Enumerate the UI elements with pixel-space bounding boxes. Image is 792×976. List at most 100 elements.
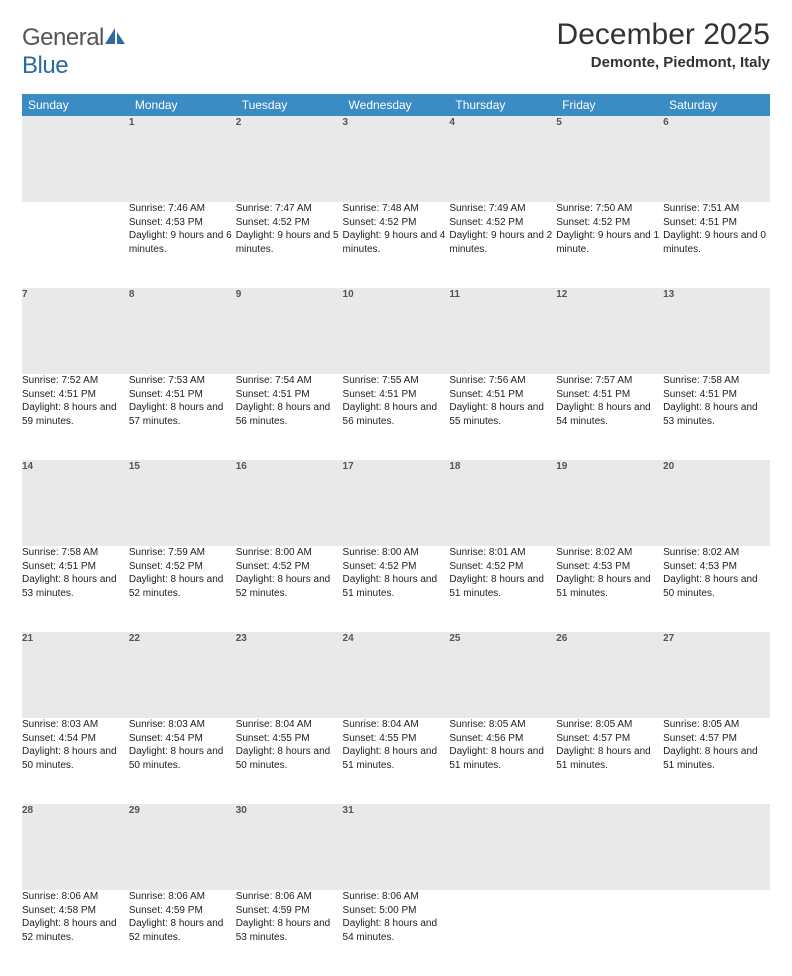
day-number-cell: 8 (129, 288, 236, 374)
week-3-daynum-row: 21222324252627 (22, 632, 770, 718)
sunset-line: Sunset: 4:52 PM (449, 560, 556, 574)
daylight-line: Daylight: 9 hours and 2 minutes. (449, 229, 556, 256)
day-number-cell: 17 (343, 460, 450, 546)
daylight-line: Daylight: 8 hours and 51 minutes. (449, 573, 556, 600)
daylight-line: Daylight: 8 hours and 50 minutes. (663, 573, 770, 600)
daylight-line: Daylight: 9 hours and 6 minutes. (129, 229, 236, 256)
day-number-cell (556, 804, 663, 890)
sunset-line: Sunset: 4:53 PM (663, 560, 770, 574)
sunset-line: Sunset: 4:55 PM (343, 732, 450, 746)
logo-text: GeneralBlue (22, 24, 126, 80)
sunset-line: Sunset: 4:59 PM (236, 904, 343, 918)
day-content-cell: Sunrise: 7:47 AMSunset: 4:52 PMDaylight:… (236, 202, 343, 288)
calendar-table: SundayMondayTuesdayWednesdayThursdayFrid… (22, 94, 770, 976)
day-content-cell (449, 890, 556, 976)
sunset-line: Sunset: 4:54 PM (22, 732, 129, 746)
day-number-cell: 15 (129, 460, 236, 546)
sunset-line: Sunset: 4:51 PM (129, 388, 236, 402)
sunset-line: Sunset: 4:51 PM (22, 388, 129, 402)
sunrise-line: Sunrise: 8:06 AM (236, 890, 343, 904)
day-content-cell: Sunrise: 7:50 AMSunset: 4:52 PMDaylight:… (556, 202, 663, 288)
logo-sail-icon (104, 24, 126, 52)
daylight-line: Daylight: 8 hours and 59 minutes. (22, 401, 129, 428)
day-number-cell: 23 (236, 632, 343, 718)
day-content-cell: Sunrise: 7:48 AMSunset: 4:52 PMDaylight:… (343, 202, 450, 288)
day-content-cell: Sunrise: 7:46 AMSunset: 4:53 PMDaylight:… (129, 202, 236, 288)
daylight-line: Daylight: 8 hours and 53 minutes. (22, 573, 129, 600)
day-number-cell: 30 (236, 804, 343, 890)
sunrise-line: Sunrise: 8:06 AM (343, 890, 450, 904)
day-number-cell: 21 (22, 632, 129, 718)
sunrise-line: Sunrise: 8:06 AM (129, 890, 236, 904)
day-content-cell: Sunrise: 7:51 AMSunset: 4:51 PMDaylight:… (663, 202, 770, 288)
daylight-line: Daylight: 8 hours and 56 minutes. (236, 401, 343, 428)
day-number-cell: 24 (343, 632, 450, 718)
sunset-line: Sunset: 4:55 PM (236, 732, 343, 746)
day-number-cell: 9 (236, 288, 343, 374)
sunset-line: Sunset: 4:52 PM (343, 560, 450, 574)
daylight-line: Daylight: 9 hours and 4 minutes. (343, 229, 450, 256)
title-block: December 2025 Demonte, Piedmont, Italy (557, 18, 770, 71)
daylight-line: Daylight: 8 hours and 51 minutes. (343, 745, 450, 772)
week-0-daynum-row: 123456 (22, 116, 770, 202)
day-content-cell: Sunrise: 8:00 AMSunset: 4:52 PMDaylight:… (236, 546, 343, 632)
week-4-daynum-row: 28293031 (22, 804, 770, 890)
daylight-line: Daylight: 8 hours and 56 minutes. (343, 401, 450, 428)
day-content-cell: Sunrise: 7:58 AMSunset: 4:51 PMDaylight:… (22, 546, 129, 632)
week-1-daynum-row: 78910111213 (22, 288, 770, 374)
day-number-cell (22, 116, 129, 202)
daylight-line: Daylight: 8 hours and 52 minutes. (129, 573, 236, 600)
day-number-cell: 7 (22, 288, 129, 374)
calendar-body: 123456Sunrise: 7:46 AMSunset: 4:53 PMDay… (22, 116, 770, 976)
day-number-cell: 3 (343, 116, 450, 202)
day-content-cell: Sunrise: 8:02 AMSunset: 4:53 PMDaylight:… (663, 546, 770, 632)
sunrise-line: Sunrise: 8:05 AM (449, 718, 556, 732)
daylight-line: Daylight: 8 hours and 53 minutes. (236, 917, 343, 944)
day-number-cell: 10 (343, 288, 450, 374)
weekday-monday: Monday (129, 94, 236, 116)
daylight-line: Daylight: 8 hours and 51 minutes. (449, 745, 556, 772)
day-number-cell: 2 (236, 116, 343, 202)
sunrise-line: Sunrise: 8:05 AM (556, 718, 663, 732)
day-number-cell: 5 (556, 116, 663, 202)
day-number-cell: 31 (343, 804, 450, 890)
daylight-line: Daylight: 8 hours and 57 minutes. (129, 401, 236, 428)
day-content-cell: Sunrise: 7:49 AMSunset: 4:52 PMDaylight:… (449, 202, 556, 288)
sunrise-line: Sunrise: 8:02 AM (556, 546, 663, 560)
sunset-line: Sunset: 4:54 PM (129, 732, 236, 746)
day-number-cell: 4 (449, 116, 556, 202)
day-number-cell: 19 (556, 460, 663, 546)
day-number-cell: 26 (556, 632, 663, 718)
sunrise-line: Sunrise: 7:58 AM (22, 546, 129, 560)
day-content-cell: Sunrise: 8:06 AMSunset: 4:59 PMDaylight:… (129, 890, 236, 976)
day-content-cell (556, 890, 663, 976)
sunset-line: Sunset: 4:53 PM (129, 216, 236, 230)
sunset-line: Sunset: 4:58 PM (22, 904, 129, 918)
day-content-cell: Sunrise: 7:57 AMSunset: 4:51 PMDaylight:… (556, 374, 663, 460)
calendar-header: SundayMondayTuesdayWednesdayThursdayFrid… (22, 94, 770, 116)
sunset-line: Sunset: 4:51 PM (236, 388, 343, 402)
daylight-line: Daylight: 9 hours and 0 minutes. (663, 229, 770, 256)
daylight-line: Daylight: 9 hours and 5 minutes. (236, 229, 343, 256)
day-content-cell (22, 202, 129, 288)
day-content-cell: Sunrise: 8:02 AMSunset: 4:53 PMDaylight:… (556, 546, 663, 632)
sunrise-line: Sunrise: 7:57 AM (556, 374, 663, 388)
sunset-line: Sunset: 4:57 PM (556, 732, 663, 746)
sunrise-line: Sunrise: 8:05 AM (663, 718, 770, 732)
sunrise-line: Sunrise: 7:56 AM (449, 374, 556, 388)
sunset-line: Sunset: 4:53 PM (556, 560, 663, 574)
sunset-line: Sunset: 4:57 PM (663, 732, 770, 746)
weekday-saturday: Saturday (663, 94, 770, 116)
logo: GeneralBlue (22, 18, 126, 80)
sunset-line: Sunset: 4:56 PM (449, 732, 556, 746)
sunset-line: Sunset: 5:00 PM (343, 904, 450, 918)
day-content-cell: Sunrise: 8:03 AMSunset: 4:54 PMDaylight:… (22, 718, 129, 804)
day-number-cell: 25 (449, 632, 556, 718)
sunrise-line: Sunrise: 7:47 AM (236, 202, 343, 216)
sunrise-line: Sunrise: 7:48 AM (343, 202, 450, 216)
sunrise-line: Sunrise: 7:54 AM (236, 374, 343, 388)
sunrise-line: Sunrise: 7:55 AM (343, 374, 450, 388)
sunset-line: Sunset: 4:51 PM (343, 388, 450, 402)
week-4-content-row: Sunrise: 8:06 AMSunset: 4:58 PMDaylight:… (22, 890, 770, 976)
sunrise-line: Sunrise: 7:53 AM (129, 374, 236, 388)
